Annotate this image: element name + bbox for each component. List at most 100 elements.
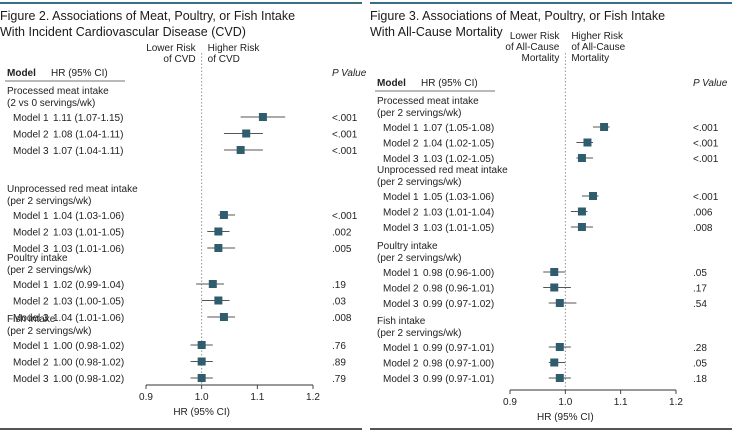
hr-point-marker <box>236 146 245 154</box>
row-model-label: Model 1 <box>13 280 49 291</box>
x-tick-label: 0.9 <box>139 392 153 403</box>
row-model-label: Model 1 <box>383 123 419 134</box>
hr-point-marker <box>589 192 597 200</box>
x-tick-label: 0.9 <box>503 397 517 408</box>
direction-label-higher: Higher Risk of CVD <box>208 43 261 65</box>
bottom-rule <box>370 428 732 430</box>
hr-point-marker <box>577 223 586 231</box>
row-model-label: Model 3 <box>13 374 49 385</box>
row-model-label: Model 1 <box>383 192 419 203</box>
forest-plot-cvd: Lower Risk of CVD Higher Risk of CVD Model HR… <box>5 43 367 418</box>
direction-label-lower: Lower Risk of CVD <box>146 43 196 65</box>
row-p-value: <.001 <box>693 192 719 203</box>
row-p-value: .17 <box>693 284 707 295</box>
row-model-label: Model 2 <box>13 130 49 141</box>
group-label: Unprocessed red meat intake (per 2 servin… <box>377 165 508 188</box>
row-model-label: Model 2 <box>13 228 49 239</box>
row-p-value: .28 <box>693 343 707 354</box>
direction-label-lower: Lower Risk of All-Cause Mortality <box>505 31 560 64</box>
row-hr-ci-text: 0.99 (0.97-1.01) <box>423 374 494 385</box>
row-hr-ci-text: 1.11 (1.07-1.15) <box>53 113 123 124</box>
row-model-label: Model 2 <box>383 284 419 295</box>
group-label: Poultry intake (per 2 servings/wk) <box>7 253 91 276</box>
hr-point-marker <box>577 154 586 162</box>
row-hr-ci-text: 1.03 (1.01-1.04) <box>423 208 494 219</box>
x-tick-label: 1.1 <box>250 392 264 403</box>
row-model-label: Model 2 <box>13 297 49 308</box>
group-label: Poultry intake (per 2 servings/wk) <box>377 241 461 264</box>
hr-point-marker <box>214 227 223 236</box>
row-hr-ci-text: 1.03 (1.00-1.05) <box>53 297 124 308</box>
row-p-value: <.001 <box>332 211 358 222</box>
row-p-value: .05 <box>693 359 707 370</box>
row-p-value: .79 <box>332 374 346 385</box>
x-tick-label: 1.1 <box>614 397 628 408</box>
row-model-label: Model 1 <box>13 341 49 352</box>
row-model-label: Model 3 <box>383 223 419 234</box>
hr-point-marker <box>550 283 559 292</box>
title-rule <box>0 2 362 4</box>
row-p-value: <.001 <box>693 139 719 150</box>
row-hr-ci-text: 1.04 (1.01-1.06) <box>53 313 124 324</box>
row-hr-ci-text: 0.99 (0.97-1.02) <box>423 299 494 310</box>
row-hr-ci-text: 1.04 (1.03-1.06) <box>53 211 124 222</box>
row-model-label: Model 3 <box>383 299 419 310</box>
x-tick-label: 1.0 <box>195 392 209 403</box>
hr-point-marker <box>258 113 267 121</box>
row-hr-ci-text: 1.05 (1.03-1.06) <box>423 192 494 203</box>
row-p-value: <.001 <box>693 154 719 165</box>
forest-plot-mortality: Lower Risk of All-Cause Mortality Higher Ri… <box>375 31 728 423</box>
hr-point-marker <box>555 299 564 307</box>
x-axis-title: HR (95% CI) <box>173 407 230 418</box>
row-p-value: .008 <box>693 223 713 234</box>
hr-point-marker <box>550 358 559 367</box>
figure-2-panel: Figure 2. Associations of Meat, Poultry,… <box>0 0 367 434</box>
row-model-label: Model 3 <box>13 244 49 255</box>
row-model-label: Model 1 <box>383 343 419 354</box>
column-header-p-value: P Value <box>332 68 367 79</box>
bottom-rule <box>0 428 362 430</box>
column-header-model: Model <box>377 78 406 89</box>
hr-point-marker <box>197 341 206 349</box>
hr-point-marker <box>550 268 559 276</box>
row-hr-ci-text: 1.03 (1.01-1.05) <box>423 223 494 234</box>
x-tick-label: 1.2 <box>306 392 320 403</box>
hr-point-marker <box>197 374 206 382</box>
hr-point-marker <box>577 207 586 216</box>
row-hr-ci-text: 1.07 (1.04-1.11) <box>53 146 123 157</box>
row-hr-ci-text: 1.04 (1.02-1.05) <box>423 139 494 150</box>
x-tick-label: 1.0 <box>558 397 572 408</box>
x-axis-title: HR (95% CI) <box>537 412 594 423</box>
group-label: Fish intake (per 2 servings/wk) <box>377 316 461 339</box>
row-p-value: <.001 <box>332 146 358 157</box>
row-hr-ci-text: 1.03 (1.02-1.05) <box>423 154 494 165</box>
hr-point-marker <box>197 357 206 366</box>
row-model-label: Model 2 <box>13 358 49 369</box>
row-hr-ci-text: 1.07 (1.05-1.08) <box>423 123 494 134</box>
group-label: Processed meat intake (per 2 servings/wk) <box>377 96 479 119</box>
row-p-value: <.001 <box>332 113 358 124</box>
column-header-p-value: P Value <box>693 78 728 89</box>
direction-label-higher: Higher Risk of All-Cause Mortality <box>571 31 625 64</box>
row-p-value: .89 <box>332 358 346 369</box>
row-hr-ci-text: 0.99 (0.97-1.01) <box>423 343 494 354</box>
hr-point-marker <box>242 129 251 138</box>
figure-3-panel: Figure 3. Associations of Meat, Poultry,… <box>370 0 732 434</box>
row-model-label: Model 2 <box>383 139 419 150</box>
row-model-label: Model 1 <box>13 113 49 124</box>
hr-point-marker <box>208 280 217 288</box>
figure-title: Figure 3. Associations of Meat, Poultry,… <box>370 9 666 39</box>
row-p-value: .002 <box>332 228 352 239</box>
row-p-value: .008 <box>332 313 352 324</box>
row-p-value: <.001 <box>693 123 719 134</box>
column-header-hr: HR (95% CI) <box>51 68 108 79</box>
row-p-value: .006 <box>693 208 713 219</box>
row-p-value: .005 <box>332 244 352 255</box>
row-model-label: Model 2 <box>383 359 419 370</box>
row-model-label: Model 3 <box>13 146 49 157</box>
row-hr-ci-text: 1.03 (1.01-1.05) <box>53 228 124 239</box>
title-rule <box>370 2 732 4</box>
row-hr-ci-text: 1.02 (0.99-1.04) <box>53 280 124 291</box>
hr-point-marker <box>219 211 228 219</box>
row-p-value: <.001 <box>332 130 358 141</box>
